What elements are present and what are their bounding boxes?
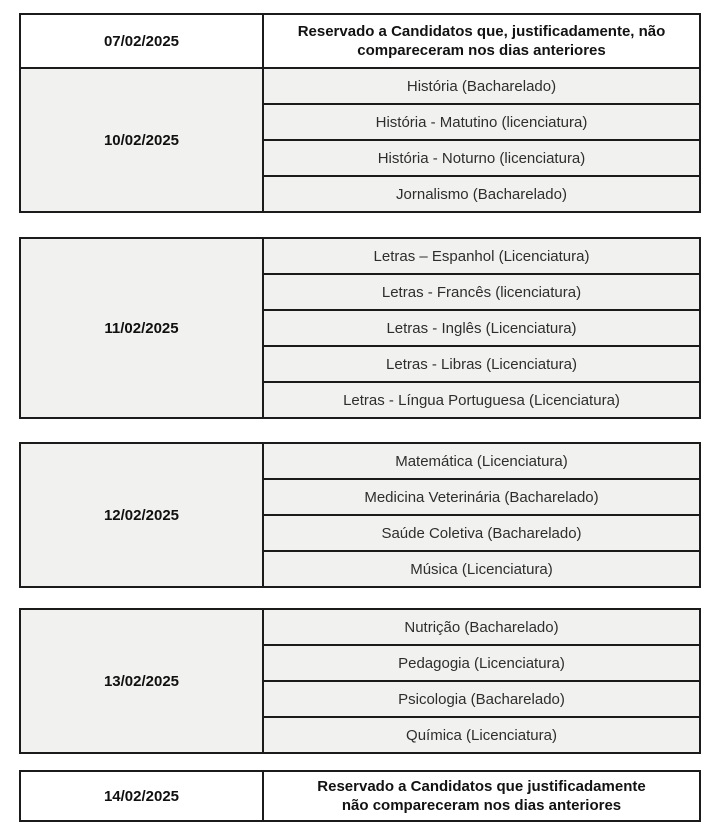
course-cell: História (Bacharelado) — [262, 67, 701, 105]
course-cell: Medicina Veterinária (Bacharelado) — [262, 478, 701, 516]
table-row: Saúde Coletiva (Bacharelado) — [20, 514, 701, 552]
course-cell: Letras - Libras (Licenciatura) — [262, 345, 701, 383]
table-row: Jornalismo (Bacharelado) — [20, 175, 701, 213]
table-row: 10/02/2025 História (Bacharelado) — [19, 67, 701, 213]
date-cell: 13/02/2025 — [19, 608, 264, 754]
table-row: Medicina Veterinária (Bacharelado) — [20, 478, 701, 516]
table-row: Letras - Libras (Licenciatura) — [20, 345, 701, 383]
course-cell: Jornalismo (Bacharelado) — [262, 175, 701, 213]
course-cell: Letras – Espanhol (Licenciatura) — [262, 237, 701, 275]
date-cell: 14/02/2025 — [19, 770, 264, 822]
course-cell: Saúde Coletiva (Bacharelado) — [262, 514, 701, 552]
course-cell: Letras - Francês (licenciatura) — [262, 273, 701, 311]
schedule-table-feb14: 14/02/2025 Reservado a Candidatos que ju… — [19, 770, 701, 822]
date-cell: 12/02/2025 — [19, 442, 264, 588]
reserved-note-cell: Reservado a Candidatos que justificadame… — [262, 770, 701, 822]
date-cell: 10/02/2025 — [19, 67, 264, 213]
table-row: História - Noturno (licenciatura) — [20, 139, 701, 177]
table-row: Psicologia (Bacharelado) — [20, 680, 701, 718]
table-row: Letras - Língua Portuguesa (Licenciatura… — [20, 381, 701, 419]
table-row: Música (Licenciatura) — [20, 550, 701, 588]
course-cell: Psicologia (Bacharelado) — [262, 680, 701, 718]
date-cell: 11/02/2025 — [19, 237, 264, 419]
table-row: Pedagogia (Licenciatura) — [20, 644, 701, 682]
table-row: História - Matutino (licenciatura) — [20, 103, 701, 141]
course-cell: Música (Licenciatura) — [262, 550, 701, 588]
schedule-table-feb07-feb10: 07/02/2025 Reservado a Candidatos que, j… — [19, 13, 701, 213]
table-row: 12/02/2025 Matemática (Licenciatura) — [19, 442, 701, 588]
course-cell: História - Matutino (licenciatura) — [262, 103, 701, 141]
schedule-table-feb12: 12/02/2025 Matemática (Licenciatura) Med… — [19, 442, 701, 588]
table-row: Letras - Inglês (Licenciatura) — [20, 309, 701, 347]
date-cell: 07/02/2025 — [19, 13, 264, 69]
table-row: Letras - Francês (licenciatura) — [20, 273, 701, 311]
table-row: 07/02/2025 Reservado a Candidatos que, j… — [19, 13, 701, 69]
table-row: 13/02/2025 Nutrição (Bacharelado) — [19, 608, 701, 754]
table-row: 14/02/2025 Reservado a Candidatos que ju… — [19, 770, 701, 822]
schedule-table-feb13: 13/02/2025 Nutrição (Bacharelado) Pedago… — [19, 608, 701, 754]
course-cell: Letras - Língua Portuguesa (Licenciatura… — [262, 381, 701, 419]
table-row: Química (Licenciatura) — [20, 716, 701, 754]
schedule-table-feb11: 11/02/2025 Letras – Espanhol (Licenciatu… — [19, 237, 701, 419]
course-cell: Letras - Inglês (Licenciatura) — [262, 309, 701, 347]
table-row: 11/02/2025 Letras – Espanhol (Licenciatu… — [19, 237, 701, 419]
course-cell: Nutrição (Bacharelado) — [262, 608, 701, 646]
reserved-note-cell: Reservado a Candidatos que, justificadam… — [262, 13, 701, 69]
course-cell: Pedagogia (Licenciatura) — [262, 644, 701, 682]
course-cell: Matemática (Licenciatura) — [262, 442, 701, 480]
course-cell: Química (Licenciatura) — [262, 716, 701, 754]
course-cell: História - Noturno (licenciatura) — [262, 139, 701, 177]
